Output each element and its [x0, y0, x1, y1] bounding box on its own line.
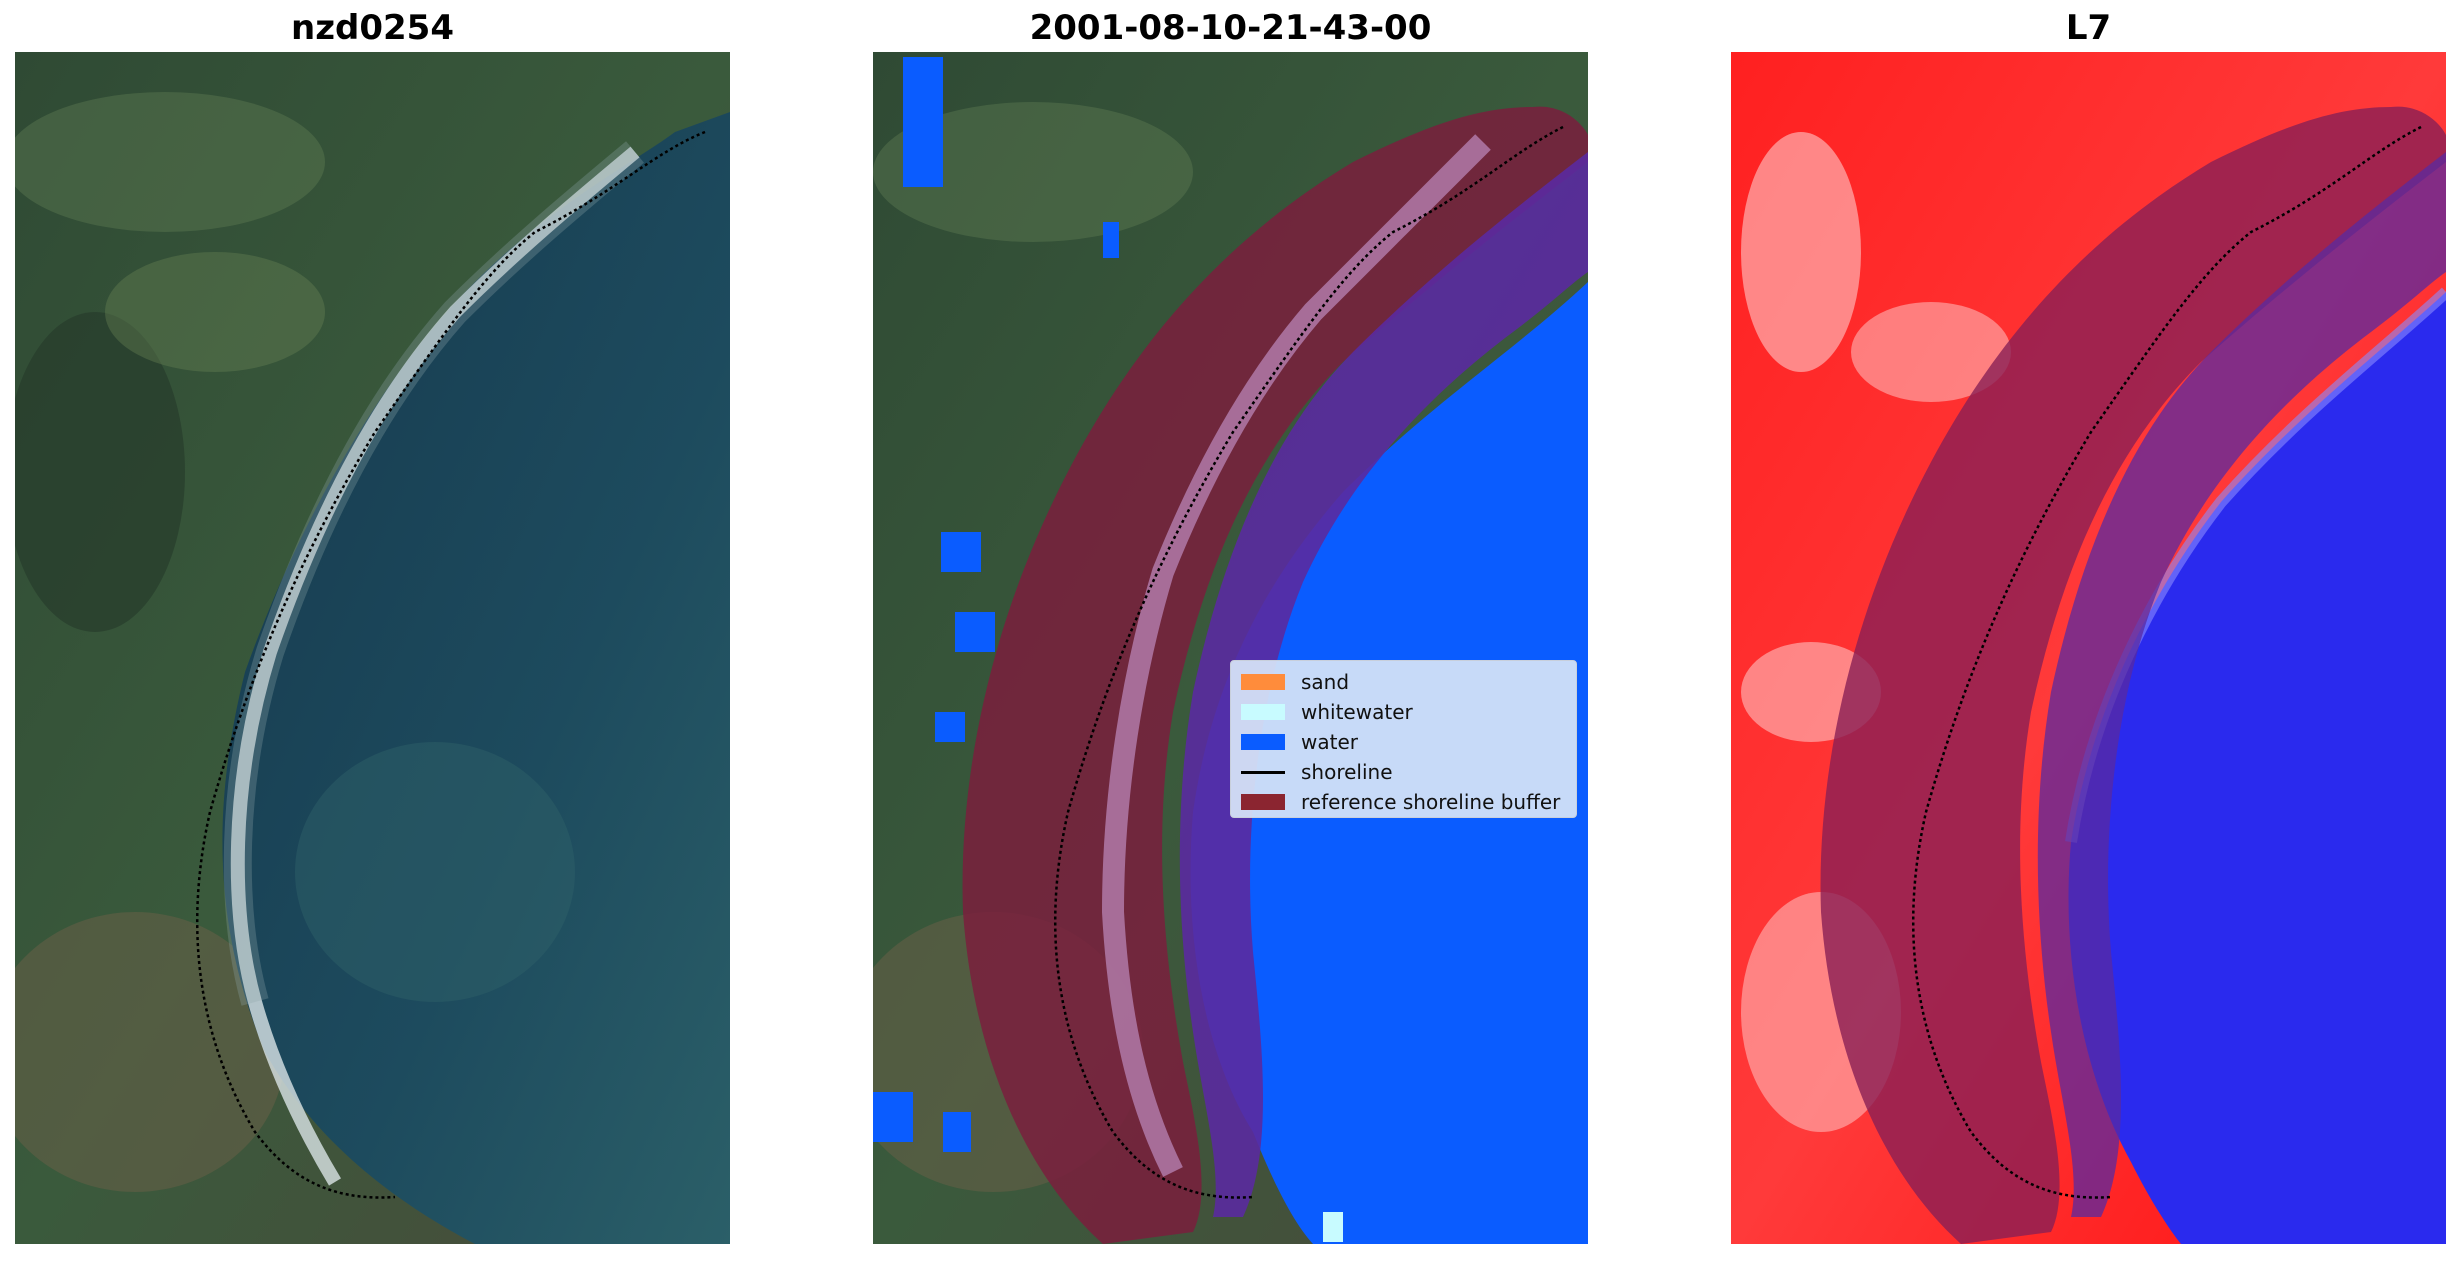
legend-item-whitewater: whitewater — [1241, 697, 1566, 727]
shoreline-trace — [1054, 125, 1564, 1199]
legend-item-shoreline: shoreline — [1241, 757, 1566, 787]
shoreline-swatch — [1241, 770, 1285, 774]
panel-title-site: nzd0254 — [291, 8, 454, 48]
legend-item-water: water — [1241, 727, 1566, 757]
legend-label: reference shoreline buffer — [1301, 790, 1561, 814]
legend-label: shoreline — [1301, 760, 1393, 784]
panel-title-sensor: L7 — [2065, 8, 2112, 48]
shoreline-trace — [196, 130, 706, 1199]
legend-item-buffer: reference shoreline buffer — [1241, 787, 1566, 817]
rgb-satellite-image — [15, 52, 730, 1244]
legend-label: water — [1301, 730, 1358, 754]
water-swatch — [1241, 734, 1285, 750]
surf-zone — [230, 146, 640, 1186]
whitewater-swatch — [1241, 704, 1285, 720]
legend-label: whitewater — [1301, 700, 1413, 724]
legend-item-sand: sand — [1241, 667, 1566, 697]
classification-panel — [873, 52, 1588, 1244]
index-panel — [1731, 52, 2446, 1244]
water-index — [2068, 292, 2446, 1244]
reference-shoreline-buffer — [1820, 106, 2446, 1244]
rgb-image-panel — [15, 52, 730, 1244]
panel-title-date: 2001-08-10-21-43-00 — [1029, 8, 1432, 48]
legend-label: sand — [1301, 670, 1350, 694]
sand-swatch — [1241, 674, 1285, 690]
classified-image — [873, 52, 1588, 1244]
buffer-swatch — [1241, 794, 1285, 810]
legend: sand whitewater water shoreline referenc… — [1230, 660, 1577, 818]
shoreline-trace — [1912, 125, 2422, 1199]
index-image — [1731, 52, 2446, 1244]
